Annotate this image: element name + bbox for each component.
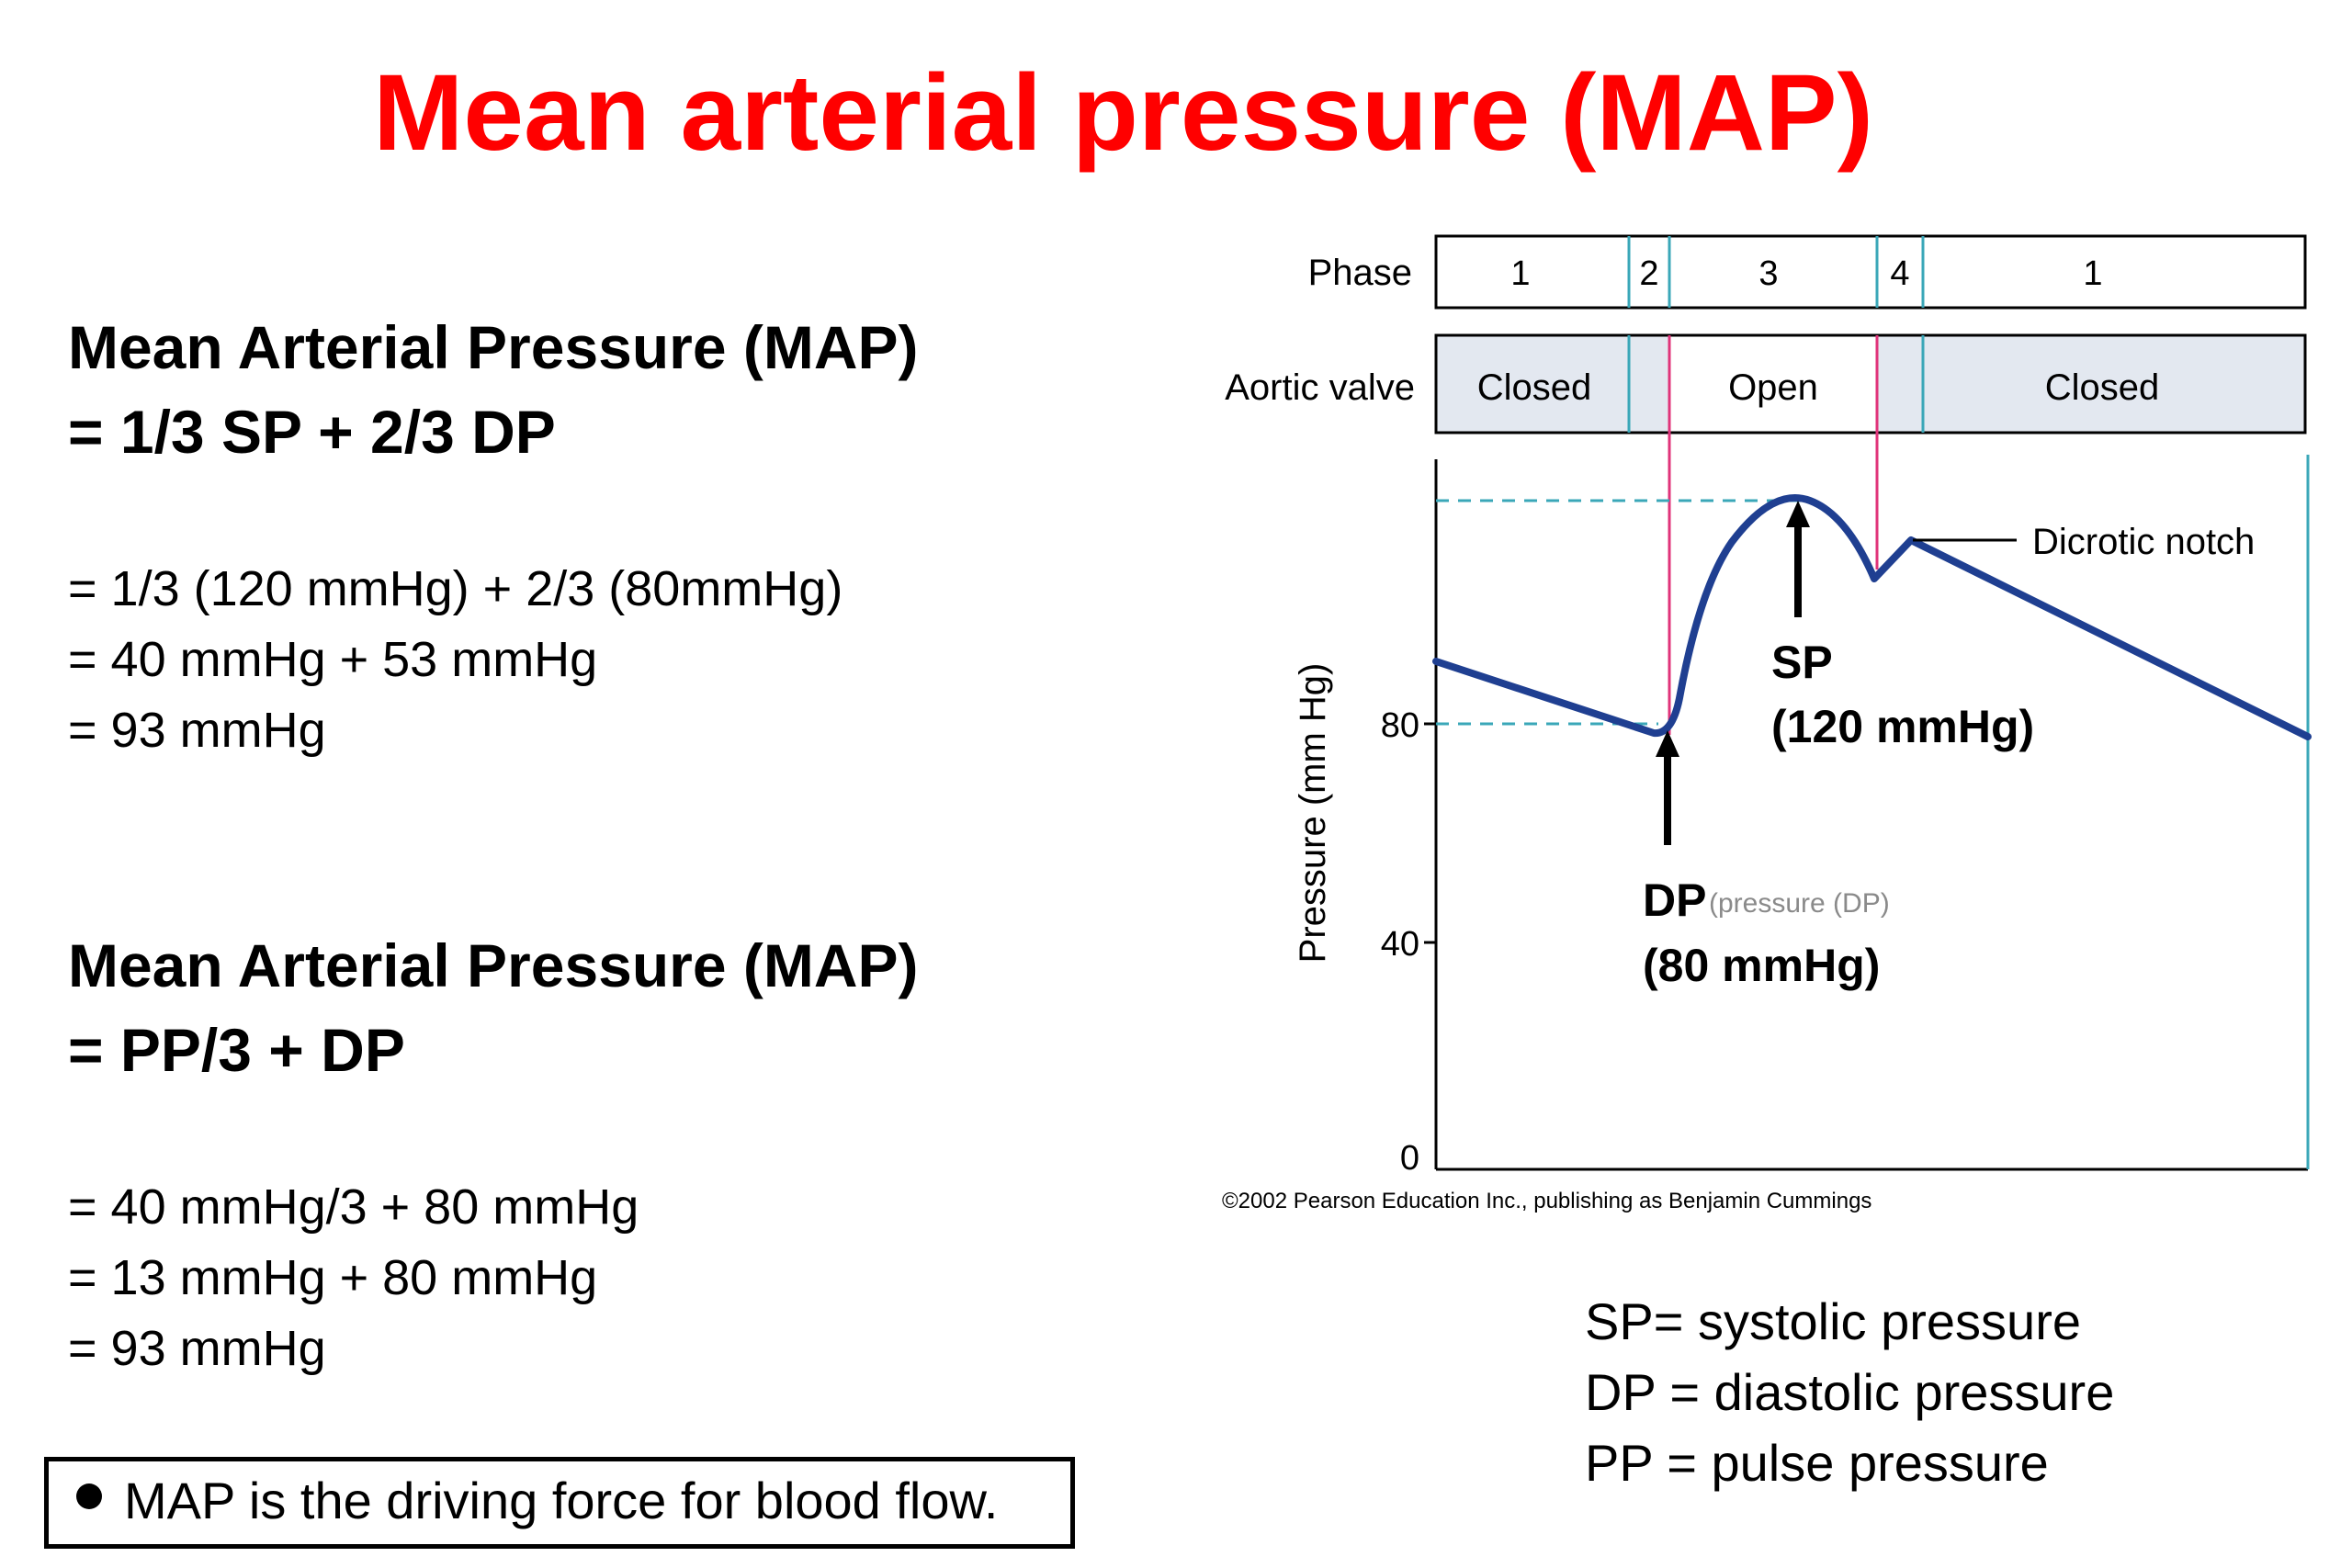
formula1-step-1: = 1/3 (120 mmHg) + 2/3 (80mmHg)	[68, 561, 843, 616]
valve-closed-2: Closed	[2045, 367, 2160, 408]
legend-sp: SP= systolic pressure	[1585, 1292, 2081, 1350]
phase-1: 1	[1510, 254, 1530, 293]
phase-2: 2	[1639, 254, 1658, 293]
formula1-heading-line1: Mean Arterial Pressure (MAP)	[68, 313, 919, 381]
sp-value: (120 mmHg)	[1771, 701, 2034, 752]
dp-label: DP	[1643, 874, 1706, 926]
dicrotic-notch-label: Dicrotic notch	[2032, 522, 2255, 562]
valve-open-region	[1669, 335, 1877, 433]
note-box: MAP is the driving force for blood flow.	[44, 1457, 1075, 1549]
formula1-heading-line2: = 1/3 SP + 2/3 DP	[68, 398, 556, 466]
y-axis-label: Pressure (mm Hg)	[1293, 663, 1333, 964]
formula1-step-2: = 40 mmHg + 53 mmHg	[68, 632, 598, 687]
phase-row	[1434, 234, 2307, 310]
y-tick-0: 0	[1400, 1139, 1419, 1178]
note-text: MAP is the driving force for blood flow.	[124, 1472, 999, 1529]
phase-label: Phase	[1308, 253, 1412, 293]
sp-arrowhead	[1786, 501, 1810, 527]
dp-residual-text: (pressure (DP)	[1709, 888, 1890, 919]
formula1-step-3: = 93 mmHg	[68, 703, 326, 758]
sp-label: SP	[1771, 637, 1833, 688]
valve-open: Open	[1728, 367, 1818, 408]
phase-3: 3	[1758, 254, 1778, 293]
page-title: Mean arterial pressure (MAP)	[373, 52, 1873, 174]
phase-1b: 1	[2083, 254, 2102, 293]
dp-arrowhead	[1656, 730, 1679, 757]
formula2-heading-line1: Mean Arterial Pressure (MAP)	[68, 931, 919, 999]
y-tick-40: 40	[1381, 925, 1419, 964]
pressure-curve	[1432, 494, 2312, 740]
formula2-step-2: = 13 mmHg + 80 mmHg	[68, 1250, 598, 1305]
formula2-step-1: = 40 mmHg/3 + 80 mmHg	[68, 1179, 639, 1235]
formula2-step-3: = 93 mmHg	[68, 1321, 326, 1376]
credit-text: ©2002 Pearson Education Inc., publishing…	[1222, 1189, 1871, 1213]
formula2-heading-line2: = PP/3 + DP	[68, 1016, 405, 1084]
phase-4: 4	[1890, 254, 1909, 293]
legend-pp: PP = pulse pressure	[1585, 1434, 2049, 1492]
valve-closed-1: Closed	[1477, 367, 1592, 408]
bullet-icon	[76, 1483, 102, 1509]
y-tick-80: 80	[1381, 706, 1419, 745]
valve-label: Aortic valve	[1225, 367, 1415, 408]
legend-dp: DP = diastolic pressure	[1585, 1363, 2115, 1421]
dp-value: (80 mmHg)	[1643, 940, 1880, 991]
